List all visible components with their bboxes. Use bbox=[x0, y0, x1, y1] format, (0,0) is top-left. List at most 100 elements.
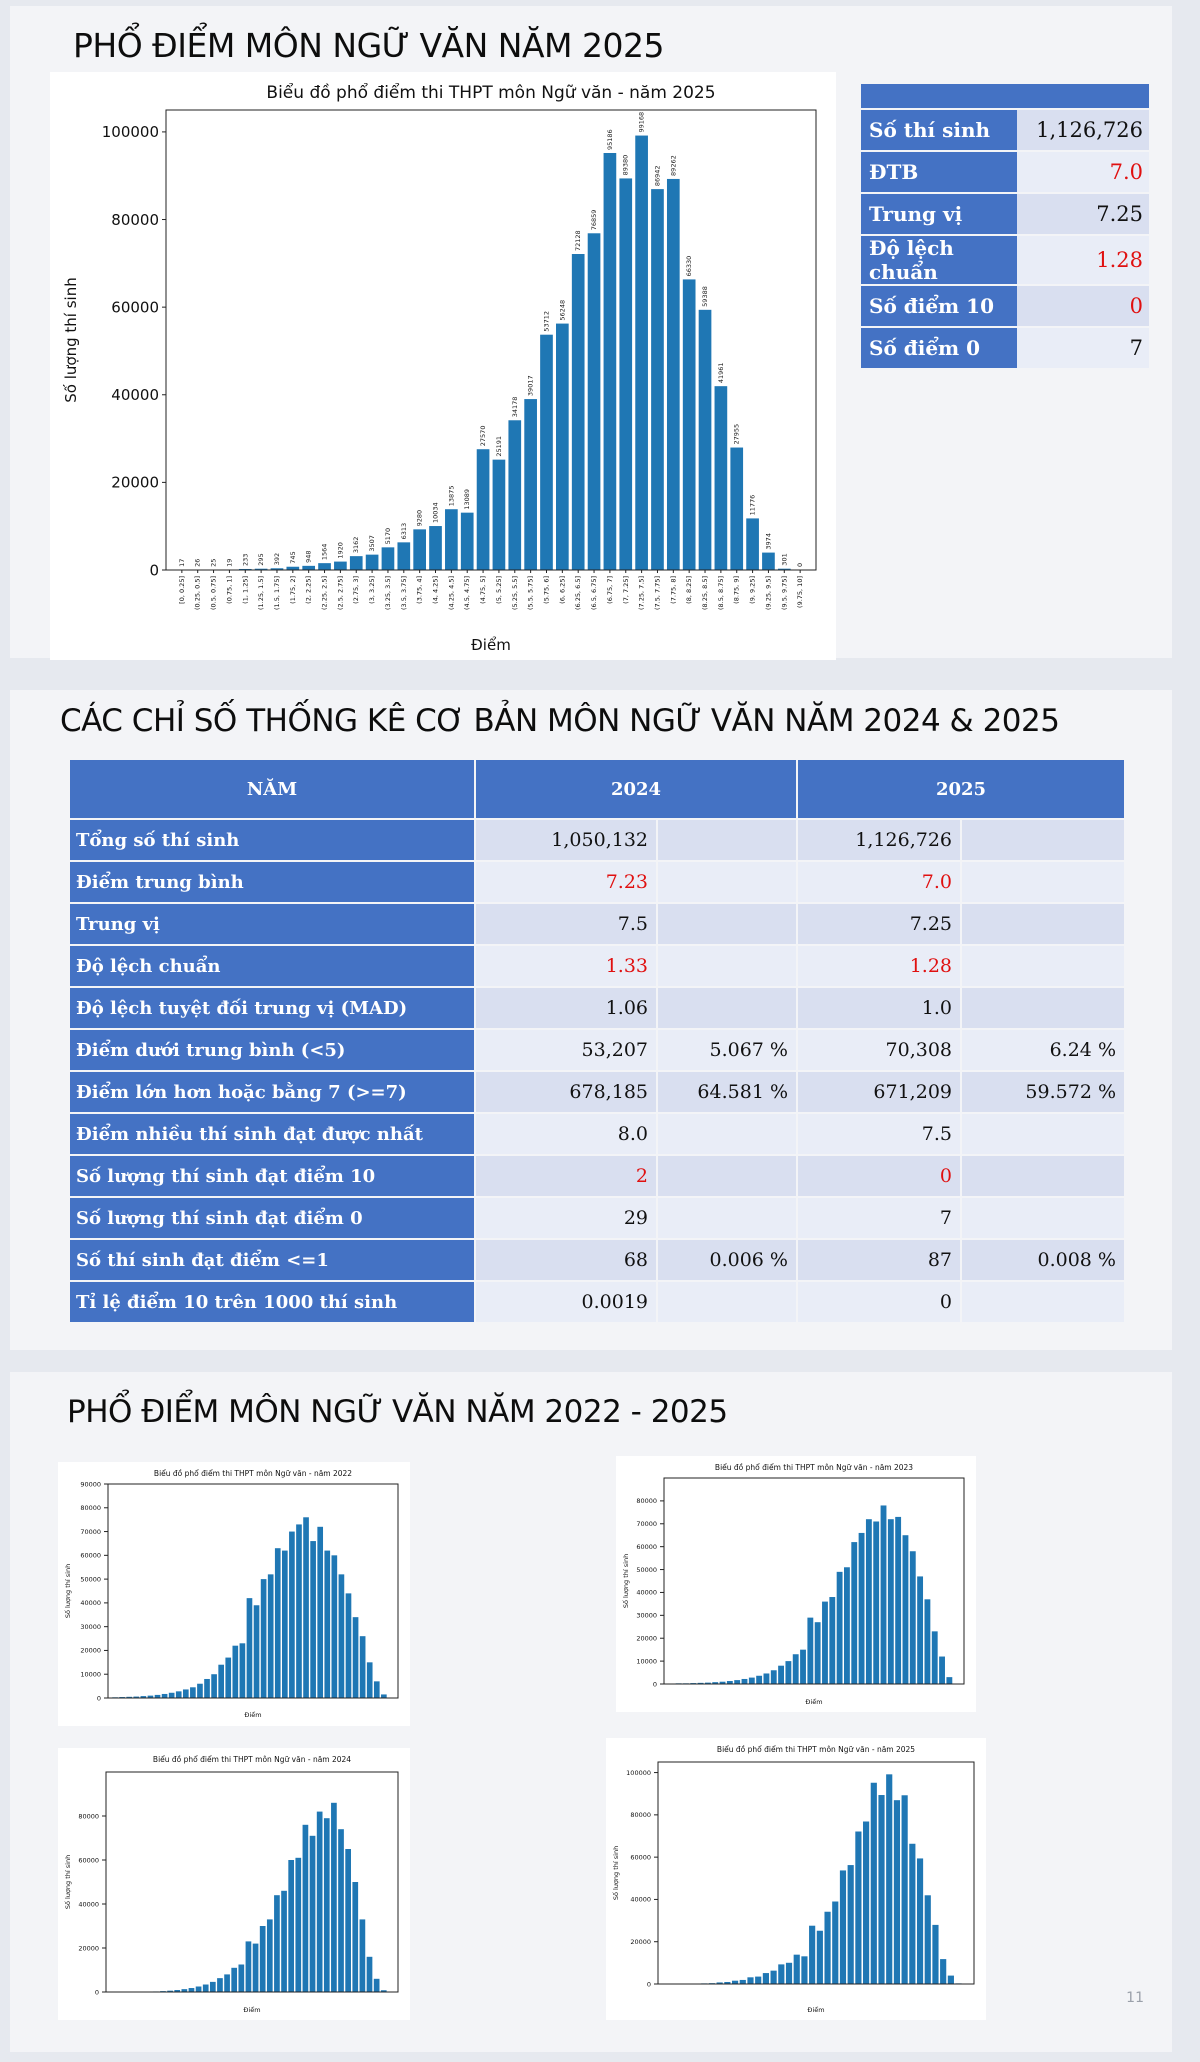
bar bbox=[824, 1911, 831, 1984]
comparison-row: Số lượng thí sinh đạt điểm 10 2 0 bbox=[70, 1156, 1124, 1196]
bar bbox=[317, 1526, 324, 1698]
bar bbox=[161, 1693, 168, 1698]
bar bbox=[870, 1782, 877, 1984]
data-label: 392 bbox=[273, 553, 281, 565]
comparison-table: NĂM 2024 2025 Tổng số thí sinh 1,050,132 1… bbox=[68, 758, 1126, 1324]
header-2024: 2024 bbox=[476, 760, 796, 818]
bar bbox=[195, 1986, 202, 1992]
y-tick-label: 0 bbox=[647, 1980, 651, 1988]
x-tick-label: (4.5, 4.75] bbox=[463, 576, 471, 610]
value-2024: 678,185 bbox=[476, 1072, 656, 1112]
bar bbox=[855, 1831, 862, 1984]
bar bbox=[895, 1516, 902, 1684]
value-2024: 8.0 bbox=[476, 1114, 656, 1154]
bar bbox=[352, 1882, 359, 1992]
data-label: 39017 bbox=[527, 375, 535, 396]
bar bbox=[302, 1824, 309, 1992]
plot-frame bbox=[663, 1477, 965, 1685]
percent-2025: 0.008 % bbox=[962, 1240, 1124, 1280]
value-2025: 7 bbox=[798, 1198, 960, 1238]
bar bbox=[204, 1678, 210, 1698]
panel-stats-comparison: CÁC CHỈ SỐ THỐNG KÊ CƠ BẢN MÔN NGỮ VĂN N… bbox=[10, 690, 1172, 1350]
bar bbox=[946, 1677, 953, 1684]
x-tick-label: (5.25, 5.5] bbox=[511, 576, 519, 610]
x-tick-label: (3.75, 4] bbox=[416, 576, 424, 604]
histogram-2023-chart: Biểu đồ phổ điểm thi THPT môn Ngữ văn - … bbox=[616, 1456, 976, 1712]
x-axis-label: Điểm bbox=[805, 1697, 822, 1706]
bar bbox=[211, 1674, 217, 1698]
value-2025: 671,209 bbox=[798, 1072, 960, 1112]
summary-label: Số thí sinh bbox=[861, 110, 1017, 150]
data-label: 34178 bbox=[511, 397, 519, 418]
x-tick-label: (5.75, 6] bbox=[542, 576, 550, 604]
percent-2024: 0.006 % bbox=[658, 1240, 796, 1280]
y-tick-label: 100000 bbox=[102, 123, 159, 141]
summary-label: Số điểm 10 bbox=[861, 286, 1017, 326]
bar bbox=[274, 1548, 281, 1698]
panel-title: CÁC CHỈ SỐ THỐNG KÊ CƠ BẢN MÔN NGỮ VĂN N… bbox=[60, 703, 1060, 739]
y-tick-label: 60000 bbox=[630, 1853, 651, 1861]
bar bbox=[839, 1870, 847, 1984]
bar bbox=[296, 1524, 302, 1698]
x-tick-label: (7.25, 7.5] bbox=[638, 576, 646, 610]
summary-value: 7.0 bbox=[1017, 152, 1149, 192]
y-tick-label: 60000 bbox=[636, 1543, 657, 1551]
comparison-row: Điểm nhiều thí sinh đạt được nhất 8.0 7.5 bbox=[70, 1114, 1124, 1154]
bar bbox=[939, 1656, 945, 1684]
x-tick-label: (0.75, 1] bbox=[225, 576, 233, 604]
bar bbox=[778, 1665, 784, 1684]
histogram-2024-chart: Biểu đồ phổ điểm thi THPT môn Ngữ văn - … bbox=[58, 1748, 410, 2020]
y-axis-label: Số lượng thí sinh bbox=[622, 1554, 630, 1608]
bar bbox=[238, 568, 252, 570]
panel-histogram-2025: PHỔ ĐIỂM MÔN NGỮ VĂN NĂM 2025 Biểu đồ ph… bbox=[10, 6, 1172, 660]
bar bbox=[303, 1517, 309, 1698]
y-tick-label: 10000 bbox=[636, 1657, 657, 1665]
bar bbox=[359, 1636, 366, 1698]
bar bbox=[302, 565, 316, 570]
x-tick-label: (2.5, 2.75] bbox=[336, 576, 344, 610]
bar bbox=[712, 1682, 719, 1684]
bar bbox=[731, 1980, 739, 1984]
y-tick-label: 0 bbox=[149, 561, 159, 579]
bar bbox=[270, 568, 284, 570]
x-tick-label: (6, 6.25] bbox=[558, 576, 566, 604]
bar bbox=[880, 1505, 887, 1684]
bar bbox=[476, 449, 490, 570]
data-label: 89262 bbox=[669, 155, 677, 176]
bar bbox=[254, 568, 268, 570]
bar bbox=[175, 1691, 182, 1698]
summary-stats-table: Số thí sinh 1,126,726 ĐTB 7.0 Trung vị 7.25 Độ… bbox=[861, 82, 1149, 370]
data-label: 948 bbox=[305, 550, 313, 562]
bar bbox=[295, 1857, 302, 1992]
bar bbox=[873, 1521, 880, 1684]
x-tick-label: (7.75, 8] bbox=[669, 576, 677, 604]
data-label: 301 bbox=[780, 553, 788, 565]
value-2025: 1.28 bbox=[798, 946, 960, 986]
histogram-2022-chart: Biểu đồ phổ điểm thi THPT môn Ngữ văn - … bbox=[58, 1462, 410, 1726]
y-tick-label: 20000 bbox=[78, 1944, 99, 1952]
x-axis-label: Điểm bbox=[471, 636, 511, 654]
percent-2025 bbox=[962, 946, 1124, 986]
x-tick-label: (3.5, 3.75] bbox=[400, 576, 408, 610]
bar bbox=[719, 1681, 726, 1684]
x-tick-label: (3.25, 3.5] bbox=[384, 576, 392, 610]
value-2025: 1.0 bbox=[798, 988, 960, 1028]
bar bbox=[286, 566, 300, 570]
bar bbox=[508, 420, 522, 570]
bar bbox=[865, 1519, 872, 1684]
x-axis-label: Điểm bbox=[807, 2005, 824, 2014]
x-tick-label: (9.25, 9.5] bbox=[764, 576, 772, 610]
bar bbox=[460, 512, 474, 570]
bar bbox=[800, 1649, 806, 1684]
bar bbox=[289, 1531, 295, 1698]
bar bbox=[429, 526, 442, 570]
data-label: 745 bbox=[289, 551, 297, 563]
panel-title: PHỔ ĐIỂM MÔN NGỮ VĂN NĂM 2025 bbox=[73, 26, 665, 65]
comparison-row: Số lượng thí sinh đạt điểm 0 29 7 bbox=[70, 1198, 1124, 1238]
chart-title: Biểu đồ phổ điểm thi THPT môn Ngữ văn - … bbox=[153, 1755, 351, 1764]
bar bbox=[524, 399, 537, 570]
summary-value: 1.28 bbox=[1017, 236, 1149, 284]
x-tick-label: (9.75, 10] bbox=[796, 576, 804, 608]
comparison-header-row: NĂM 2024 2025 bbox=[70, 760, 1124, 818]
y-tick-label: 0 bbox=[97, 1694, 101, 1702]
